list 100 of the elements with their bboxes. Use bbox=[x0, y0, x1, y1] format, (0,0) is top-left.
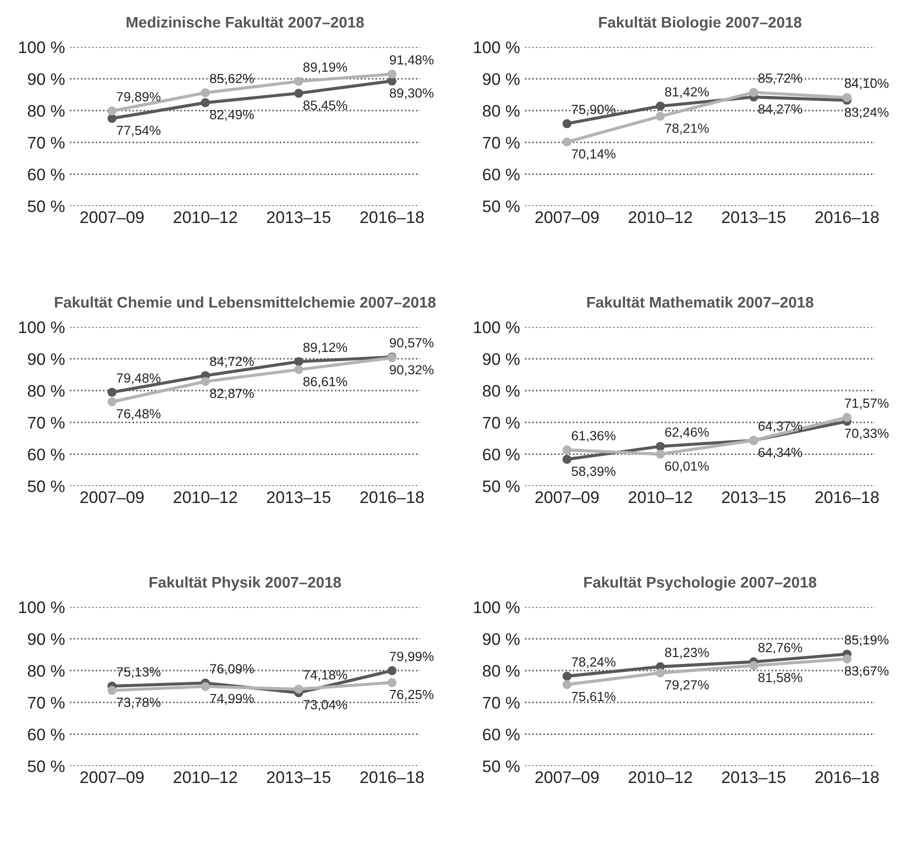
y-tick-label: 100 % bbox=[474, 321, 520, 334]
x-tick-label: 2013–15 bbox=[267, 491, 330, 504]
data-label: 90,32% bbox=[390, 365, 434, 376]
y-tick-label: 80 % bbox=[28, 665, 65, 677]
point bbox=[749, 88, 758, 97]
data-label: 89,30% bbox=[390, 88, 434, 100]
point bbox=[294, 684, 304, 694]
point bbox=[842, 93, 852, 102]
y-tick-label: 50 % bbox=[482, 760, 520, 772]
data-label: 78,24% bbox=[572, 657, 616, 668]
data-label: 82,49% bbox=[210, 110, 254, 121]
data-label: 84,72% bbox=[210, 356, 254, 368]
data-label: 84,27% bbox=[758, 104, 802, 116]
y-tick-label: 70 % bbox=[28, 416, 65, 429]
x-tick-label: 2010–12 bbox=[174, 211, 237, 224]
x-tick-label: 2013–15 bbox=[267, 771, 330, 784]
point bbox=[387, 70, 397, 79]
x-tick-label: 2007–09 bbox=[535, 211, 599, 224]
data-label: 75,13% bbox=[116, 667, 160, 678]
y-tick-label: 60 % bbox=[28, 168, 65, 180]
y-tick-label: 50 % bbox=[482, 480, 520, 492]
y-tick-label: 70 % bbox=[28, 696, 65, 709]
y-tick-label: 100 % bbox=[19, 321, 65, 334]
x-tick-label: 2010–12 bbox=[628, 491, 692, 504]
y-tick-label: 50 % bbox=[28, 480, 65, 492]
x-tick-label: 2007–09 bbox=[535, 491, 599, 504]
point bbox=[656, 112, 665, 121]
y-tick-label: 90 % bbox=[482, 353, 520, 366]
y-tick-label: 90 % bbox=[28, 353, 65, 366]
y-tick-label: 50 % bbox=[28, 760, 65, 772]
point bbox=[842, 654, 852, 664]
point bbox=[562, 454, 572, 464]
data-label: 83,24% bbox=[844, 108, 889, 118]
point bbox=[656, 442, 665, 451]
data-label: 82,76% bbox=[758, 642, 802, 654]
data-label: 74,99% bbox=[210, 694, 254, 705]
point bbox=[562, 672, 572, 681]
point bbox=[562, 445, 572, 454]
data-label: 85,45% bbox=[303, 100, 348, 112]
x-tick-label: 2010–12 bbox=[628, 771, 692, 784]
data-label: 64,37% bbox=[758, 421, 802, 432]
data-label: 62,46% bbox=[665, 427, 709, 438]
y-tick-label: 90 % bbox=[482, 73, 520, 86]
data-label: 82,87% bbox=[210, 388, 254, 400]
x-tick-label: 2016–18 bbox=[815, 211, 879, 224]
data-label: 70,33% bbox=[844, 428, 889, 440]
y-tick-label: 50 % bbox=[482, 200, 520, 212]
data-label: 76,09% bbox=[210, 664, 254, 676]
point bbox=[656, 450, 665, 459]
point bbox=[107, 114, 117, 123]
y-tick-label: 100 % bbox=[474, 601, 520, 614]
data-label: 90,57% bbox=[390, 338, 434, 349]
point bbox=[387, 666, 397, 676]
data-label: 79,27% bbox=[665, 680, 709, 692]
y-tick-label: 80 % bbox=[482, 665, 520, 677]
data-label: 84,10% bbox=[844, 78, 889, 90]
x-tick-label: 2007–09 bbox=[535, 771, 599, 784]
point bbox=[562, 137, 572, 146]
y-tick-label: 70 % bbox=[28, 136, 65, 149]
data-label: 64,34% bbox=[758, 448, 802, 459]
point bbox=[749, 661, 758, 670]
point bbox=[294, 88, 304, 98]
point bbox=[107, 388, 117, 397]
chart-title: Fakultät Mathematik 2007–2018 bbox=[587, 296, 814, 308]
chart-title: Fakultät Chemie und Lebensmittelchemie 2007–2018 bbox=[54, 296, 436, 308]
x-tick-label: 2007–09 bbox=[80, 771, 144, 784]
x-tick-label: 2016–18 bbox=[815, 771, 879, 784]
data-label: 75,90% bbox=[572, 104, 616, 116]
y-tick-label: 80 % bbox=[28, 105, 65, 117]
point bbox=[562, 119, 572, 128]
data-label: 83,67% bbox=[844, 666, 889, 678]
point bbox=[200, 88, 210, 98]
y-tick-label: 100 % bbox=[19, 601, 65, 614]
data-label: 70,14% bbox=[572, 149, 616, 160]
data-label: 89,19% bbox=[303, 62, 348, 74]
data-label: 79,99% bbox=[390, 652, 434, 663]
point bbox=[107, 686, 117, 695]
y-tick-label: 70 % bbox=[483, 696, 520, 709]
point bbox=[656, 102, 665, 111]
x-tick-label: 2010–12 bbox=[174, 491, 237, 504]
data-label: 76,48% bbox=[116, 409, 160, 420]
data-label: 58,39% bbox=[572, 466, 616, 478]
y-tick-label: 60 % bbox=[483, 728, 520, 740]
x-tick-label: 2010–12 bbox=[628, 211, 692, 224]
data-label: 79,48% bbox=[116, 373, 160, 384]
y-tick-label: 60 % bbox=[483, 168, 520, 180]
y-tick-label: 80 % bbox=[482, 105, 520, 117]
y-tick-label: 60 % bbox=[28, 728, 65, 740]
data-label: 86,61% bbox=[303, 376, 348, 388]
y-tick-label: 80 % bbox=[482, 385, 520, 397]
x-tick-label: 2013–15 bbox=[267, 211, 330, 224]
data-label: 74,18% bbox=[304, 670, 348, 682]
data-label: 77,54% bbox=[116, 126, 160, 137]
x-tick-label: 2013–15 bbox=[722, 211, 786, 224]
y-tick-label: 50 % bbox=[28, 200, 65, 212]
point bbox=[387, 678, 397, 688]
chart-title: Fakultät Physik 2007–2018 bbox=[150, 576, 341, 591]
chart-title: Fakultät Psychologie 2007–2018 bbox=[584, 576, 816, 591]
point bbox=[107, 106, 117, 116]
data-label: 73,78% bbox=[116, 698, 160, 709]
